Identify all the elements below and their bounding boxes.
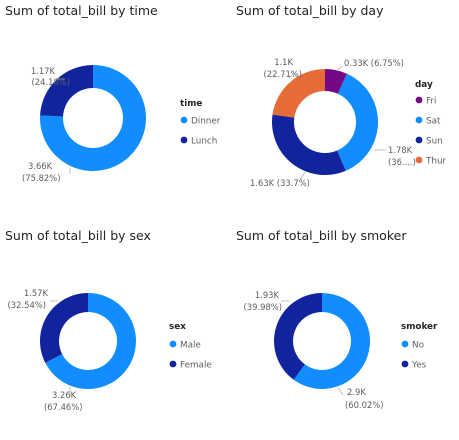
legend-item-fri[interactable]: Fri [426,97,436,107]
donut-time [40,65,146,171]
chart-title: Sum of total_bill by sex [5,228,151,243]
leader-line [299,171,306,181]
chart-time: Sum of total_bill by time time Dinner Lu… [5,3,221,183]
slice-yes[interactable] [274,293,322,380]
legend-swatch-no [401,340,409,348]
legend-item-dinner[interactable]: Dinner [191,117,221,127]
data-label-value: 1.57K [24,288,49,298]
leader-line [288,72,296,79]
slice-sat[interactable] [337,73,379,171]
chart-title: Sum of total_bill by day [236,3,384,18]
donut-sex [40,293,136,389]
legend-swatch-fri [415,96,423,104]
legend-title: time [180,99,202,109]
slice-thur[interactable] [272,69,325,118]
legend-swatch-yes [401,360,409,368]
leader-line [336,65,343,72]
legend-swatch-lunch [180,136,188,144]
data-label-value: 1.17K [31,66,56,76]
slice-lunch[interactable] [40,65,93,117]
legend-swatch-thur [415,156,423,164]
legend-item-sun[interactable]: Sun [426,137,443,147]
slice-sun[interactable] [272,114,346,176]
data-label-pct: (36....) [388,157,416,167]
data-label-pct: (22.71%) [264,69,302,79]
chart-smoker: Sum of total_bill by smoker smoker No Ye… [236,228,438,410]
slice-no[interactable] [293,293,370,390]
data-label-value: 1.78K [388,145,413,155]
slice-dinner[interactable] [40,65,146,171]
legend-smoker: smoker No Yes [401,322,438,371]
data-label-pct: (75.82%) [22,173,60,183]
legend-item-lunch[interactable]: Lunch [191,137,217,147]
legend-time: time Dinner Lunch [180,99,221,147]
legend-swatch-male [169,340,177,348]
data-label-pct: (32.54%) [8,300,46,310]
legend-item-female[interactable]: Female [180,361,212,371]
legend-day: day Fri Sat Sun Thur [415,80,447,167]
chart-sex: Sum of total_bill by sex sex Male Female… [5,228,212,412]
legend-swatch-sun [415,136,423,144]
legend-swatch-female [169,360,177,368]
donut-day [272,69,379,176]
legend-title: day [415,80,433,90]
legend-swatch-sat [415,116,423,124]
chart-title: Sum of total_bill by time [5,3,158,18]
leader-line [337,387,344,396]
chart-day: Sum of total_bill by day day Fri Sat Sun… [236,3,447,188]
data-label-value: 1.1K [274,57,293,67]
data-label-pct: (60.02%) [345,400,383,410]
data-label-value: 1.93K [255,290,280,300]
legend-item-thur[interactable]: Thur [425,157,447,167]
data-label-sun: 1.63K (33.7%) [250,178,310,188]
legend-swatch-dinner [180,116,188,124]
chart-title: Sum of total_bill by smoker [236,228,407,243]
legend-item-male[interactable]: Male [180,341,201,351]
legend-item-no[interactable]: No [412,341,424,351]
legend-sex: sex Male Female [169,322,212,371]
legend-title: sex [169,322,186,332]
data-label-value: 3.26K [52,390,77,400]
data-label-pct: (24.18%) [32,77,70,87]
legend-item-sat[interactable]: Sat [426,117,441,127]
legend-item-yes[interactable]: Yes [411,361,427,371]
data-label-value: 3.66K [28,161,53,171]
data-label-fri: 0.33K (6.75%) [344,58,404,68]
donut-smoker [274,293,370,390]
data-label-value: 2.9K [347,387,366,397]
data-label-pct: (67.46%) [44,402,82,412]
legend-title: smoker [401,322,438,332]
slice-fri[interactable] [325,69,348,94]
slice-female[interactable] [40,293,88,363]
data-label-pct: (39.98%) [244,302,282,312]
slice-male[interactable] [45,293,136,389]
